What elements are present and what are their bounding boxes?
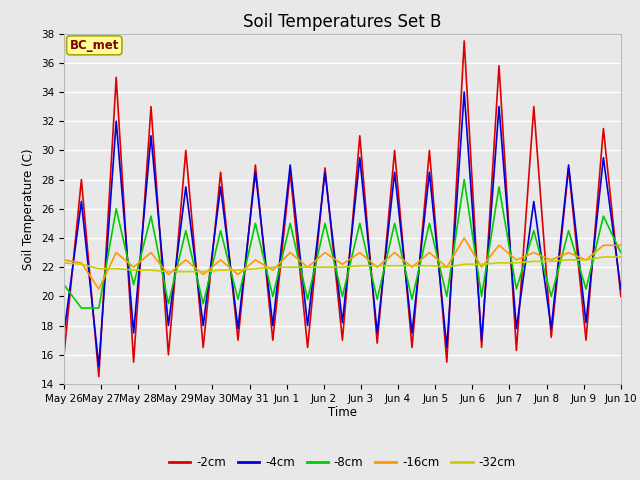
Title: Soil Temperatures Set B: Soil Temperatures Set B [243,12,442,31]
X-axis label: Time: Time [328,407,357,420]
Y-axis label: Soil Temperature (C): Soil Temperature (C) [22,148,35,270]
Legend: -2cm, -4cm, -8cm, -16cm, -32cm: -2cm, -4cm, -8cm, -16cm, -32cm [164,451,520,474]
Text: BC_met: BC_met [70,39,119,52]
